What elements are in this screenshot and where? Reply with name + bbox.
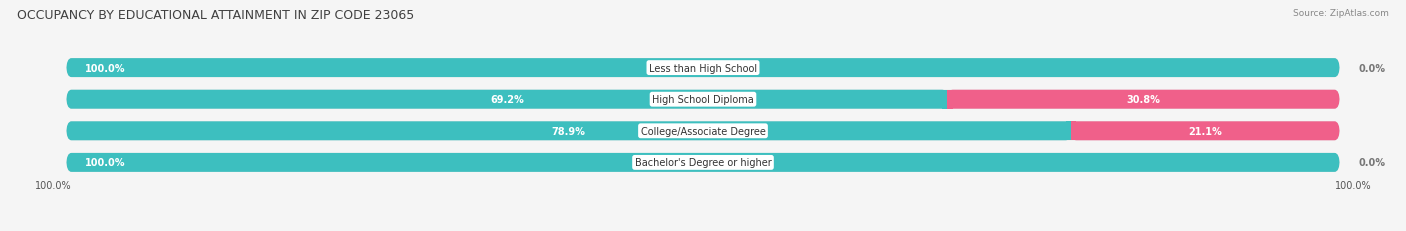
Text: 30.8%: 30.8% [1126, 95, 1160, 105]
Text: 0.0%: 0.0% [1358, 158, 1386, 168]
FancyBboxPatch shape [66, 59, 1340, 78]
FancyBboxPatch shape [948, 90, 953, 109]
FancyBboxPatch shape [66, 153, 1340, 172]
FancyBboxPatch shape [1066, 122, 1071, 141]
FancyBboxPatch shape [948, 90, 1340, 109]
FancyBboxPatch shape [66, 90, 1340, 109]
FancyBboxPatch shape [66, 90, 948, 109]
Text: High School Diploma: High School Diploma [652, 95, 754, 105]
Text: 0.0%: 0.0% [1358, 63, 1386, 73]
Text: 78.9%: 78.9% [551, 126, 585, 136]
Text: 100.0%: 100.0% [86, 158, 127, 168]
Text: Less than High School: Less than High School [650, 63, 756, 73]
FancyBboxPatch shape [66, 59, 1340, 78]
Text: 21.1%: 21.1% [1188, 126, 1222, 136]
Text: Bachelor's Degree or higher: Bachelor's Degree or higher [634, 158, 772, 168]
Text: College/Associate Degree: College/Associate Degree [641, 126, 765, 136]
FancyBboxPatch shape [1071, 122, 1076, 141]
Text: 69.2%: 69.2% [491, 95, 524, 105]
Text: Source: ZipAtlas.com: Source: ZipAtlas.com [1294, 9, 1389, 18]
Text: 100.0%: 100.0% [86, 63, 127, 73]
FancyBboxPatch shape [66, 122, 1340, 141]
FancyBboxPatch shape [942, 90, 948, 109]
FancyBboxPatch shape [66, 122, 1071, 141]
FancyBboxPatch shape [1071, 122, 1340, 141]
Text: 100.0%: 100.0% [35, 180, 72, 190]
FancyBboxPatch shape [66, 153, 1340, 172]
Text: OCCUPANCY BY EDUCATIONAL ATTAINMENT IN ZIP CODE 23065: OCCUPANCY BY EDUCATIONAL ATTAINMENT IN Z… [17, 9, 415, 22]
Text: 100.0%: 100.0% [1334, 180, 1371, 190]
